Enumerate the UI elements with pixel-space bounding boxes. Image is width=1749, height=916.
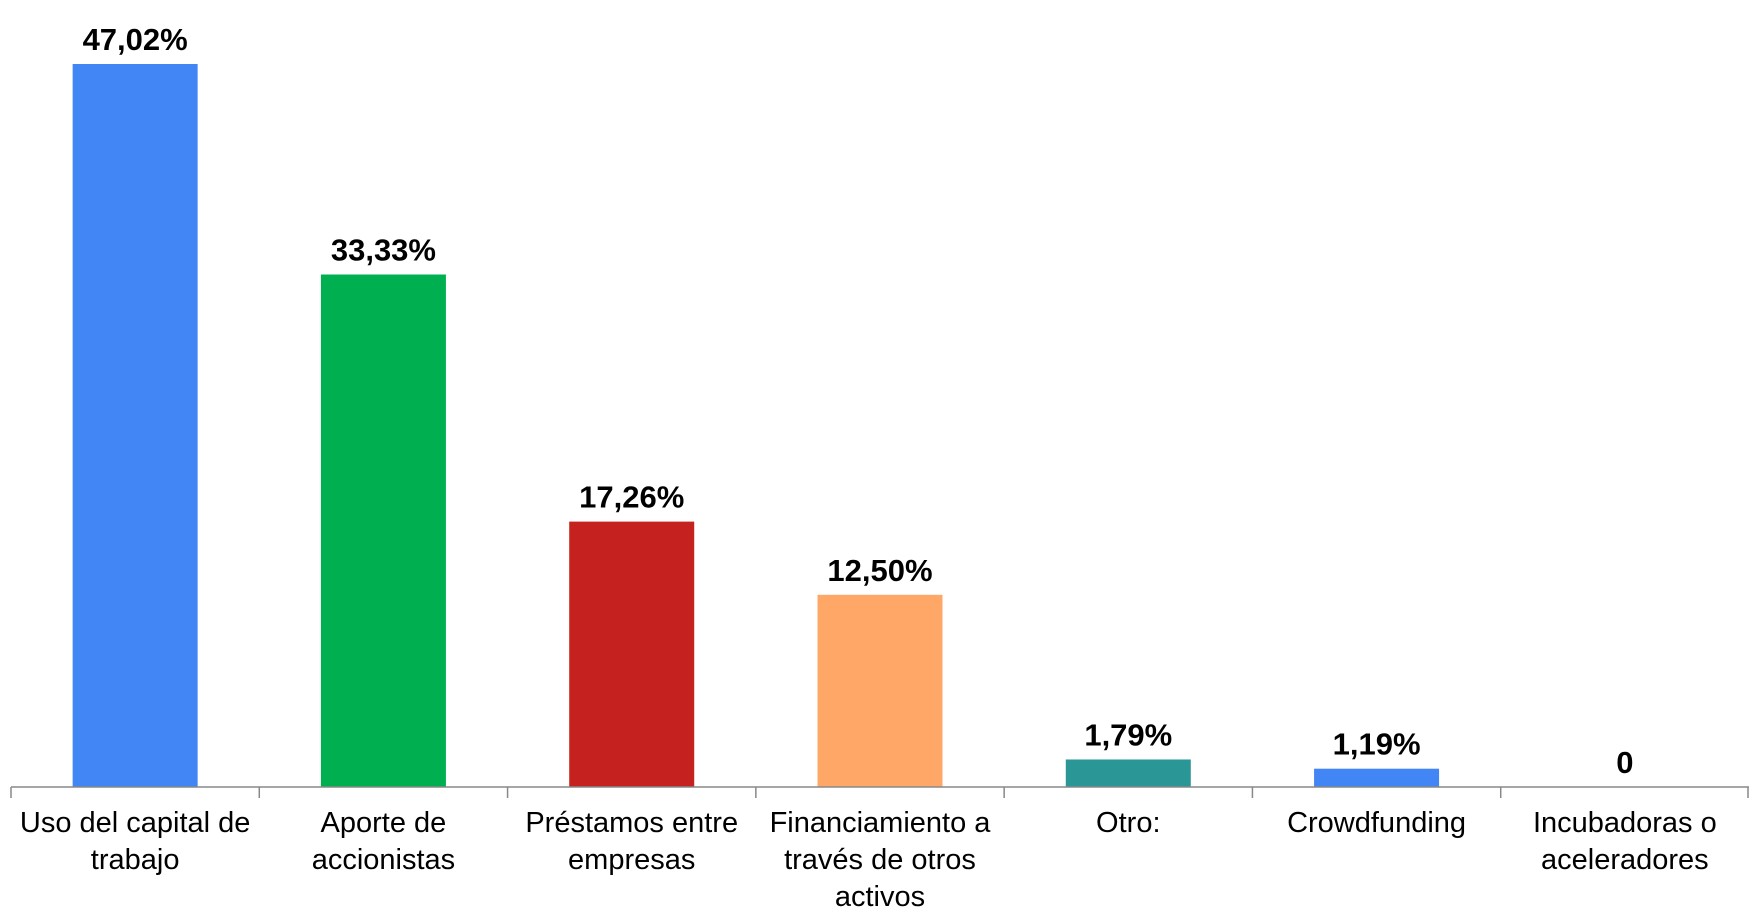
x-tick-label: Crowdfunding (1287, 807, 1467, 839)
bar (320, 274, 446, 787)
x-tick-label: Incubadoras o aceleradores (1532, 807, 1717, 876)
x-tick-label: Préstamos entre empresas (525, 807, 739, 876)
value-label: 1,19% (1333, 727, 1421, 762)
x-tick-label: Aporte de accionistas (311, 807, 456, 876)
value-label: 1,79% (1084, 717, 1172, 752)
value-label: 0 (1616, 745, 1633, 780)
value-label: 33,33% (331, 233, 436, 268)
value-label: 17,26% (579, 480, 684, 515)
bar (817, 594, 943, 787)
x-tick-label: Financiamiento a través de otros activos (769, 807, 991, 913)
value-label: 47,02% (83, 22, 188, 57)
bar (72, 64, 198, 787)
x-tick-label: Otro: (1096, 807, 1161, 839)
bar (569, 521, 695, 787)
value-label: 12,50% (827, 553, 932, 588)
bar (1314, 768, 1440, 787)
x-tick-label: Uso del capital de trabajo (19, 807, 251, 876)
bar (1065, 759, 1191, 787)
